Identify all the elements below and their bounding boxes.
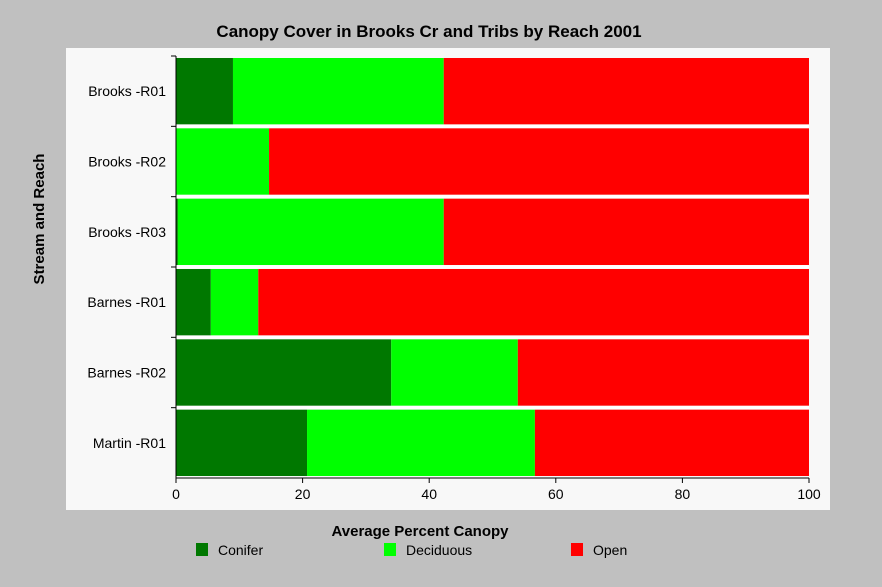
x-tick-label: 100 <box>797 486 821 502</box>
bar-open-6 <box>534 409 809 476</box>
y-tick-label: Barnes -R01 <box>87 294 166 310</box>
y-tick-label: Brooks -R03 <box>88 224 166 240</box>
legend-label-deciduous: Deciduous <box>406 542 472 558</box>
legend-swatch-conifer <box>196 543 208 556</box>
x-tick-label: 40 <box>421 486 437 502</box>
legend: Conifer Deciduous Open <box>196 542 627 558</box>
bar-open-1 <box>443 58 809 125</box>
x-tick-label: 20 <box>295 486 311 502</box>
bar-deciduous-3 <box>177 198 444 265</box>
bar-deciduous-2 <box>176 128 270 195</box>
legend-swatch-open <box>571 543 583 556</box>
bar-deciduous-1 <box>232 58 444 125</box>
bar-deciduous-4 <box>210 269 259 336</box>
bar-open-5 <box>517 339 809 406</box>
bar-open-2 <box>269 128 809 195</box>
bar-conifer-6 <box>176 409 308 476</box>
x-tick-label: 60 <box>548 486 564 502</box>
x-tick-label: 80 <box>675 486 691 502</box>
bar-conifer-4 <box>176 269 211 336</box>
legend-label-open: Open <box>593 542 627 558</box>
y-tick-label: Martin -R01 <box>93 435 166 451</box>
y-tick-label: Brooks -R02 <box>88 154 166 170</box>
bar-conifer-1 <box>176 58 233 125</box>
bars-layer <box>176 58 809 476</box>
y-tick-label: Barnes -R02 <box>87 365 166 381</box>
chart-title: Canopy Cover in Brooks Cr and Tribs by R… <box>216 22 641 41</box>
bar-deciduous-6 <box>307 409 535 476</box>
x-axis-label: Average Percent Canopy <box>331 523 509 540</box>
y-tick-label: Brooks -R01 <box>88 83 166 99</box>
bar-deciduous-5 <box>391 339 518 406</box>
bar-open-3 <box>443 198 809 265</box>
y-axis-label: Stream and Reach <box>31 154 48 285</box>
legend-swatch-deciduous <box>384 543 396 556</box>
bar-open-4 <box>258 269 809 336</box>
legend-label-conifer: Conifer <box>218 542 263 558</box>
bar-conifer-5 <box>176 339 392 406</box>
axis-layer: Brooks -R01 Brooks -R02 Brooks -R03 Barnes … <box>87 55 821 502</box>
bar-conifer-3 <box>176 198 178 265</box>
x-tick-label: 0 <box>172 486 180 502</box>
